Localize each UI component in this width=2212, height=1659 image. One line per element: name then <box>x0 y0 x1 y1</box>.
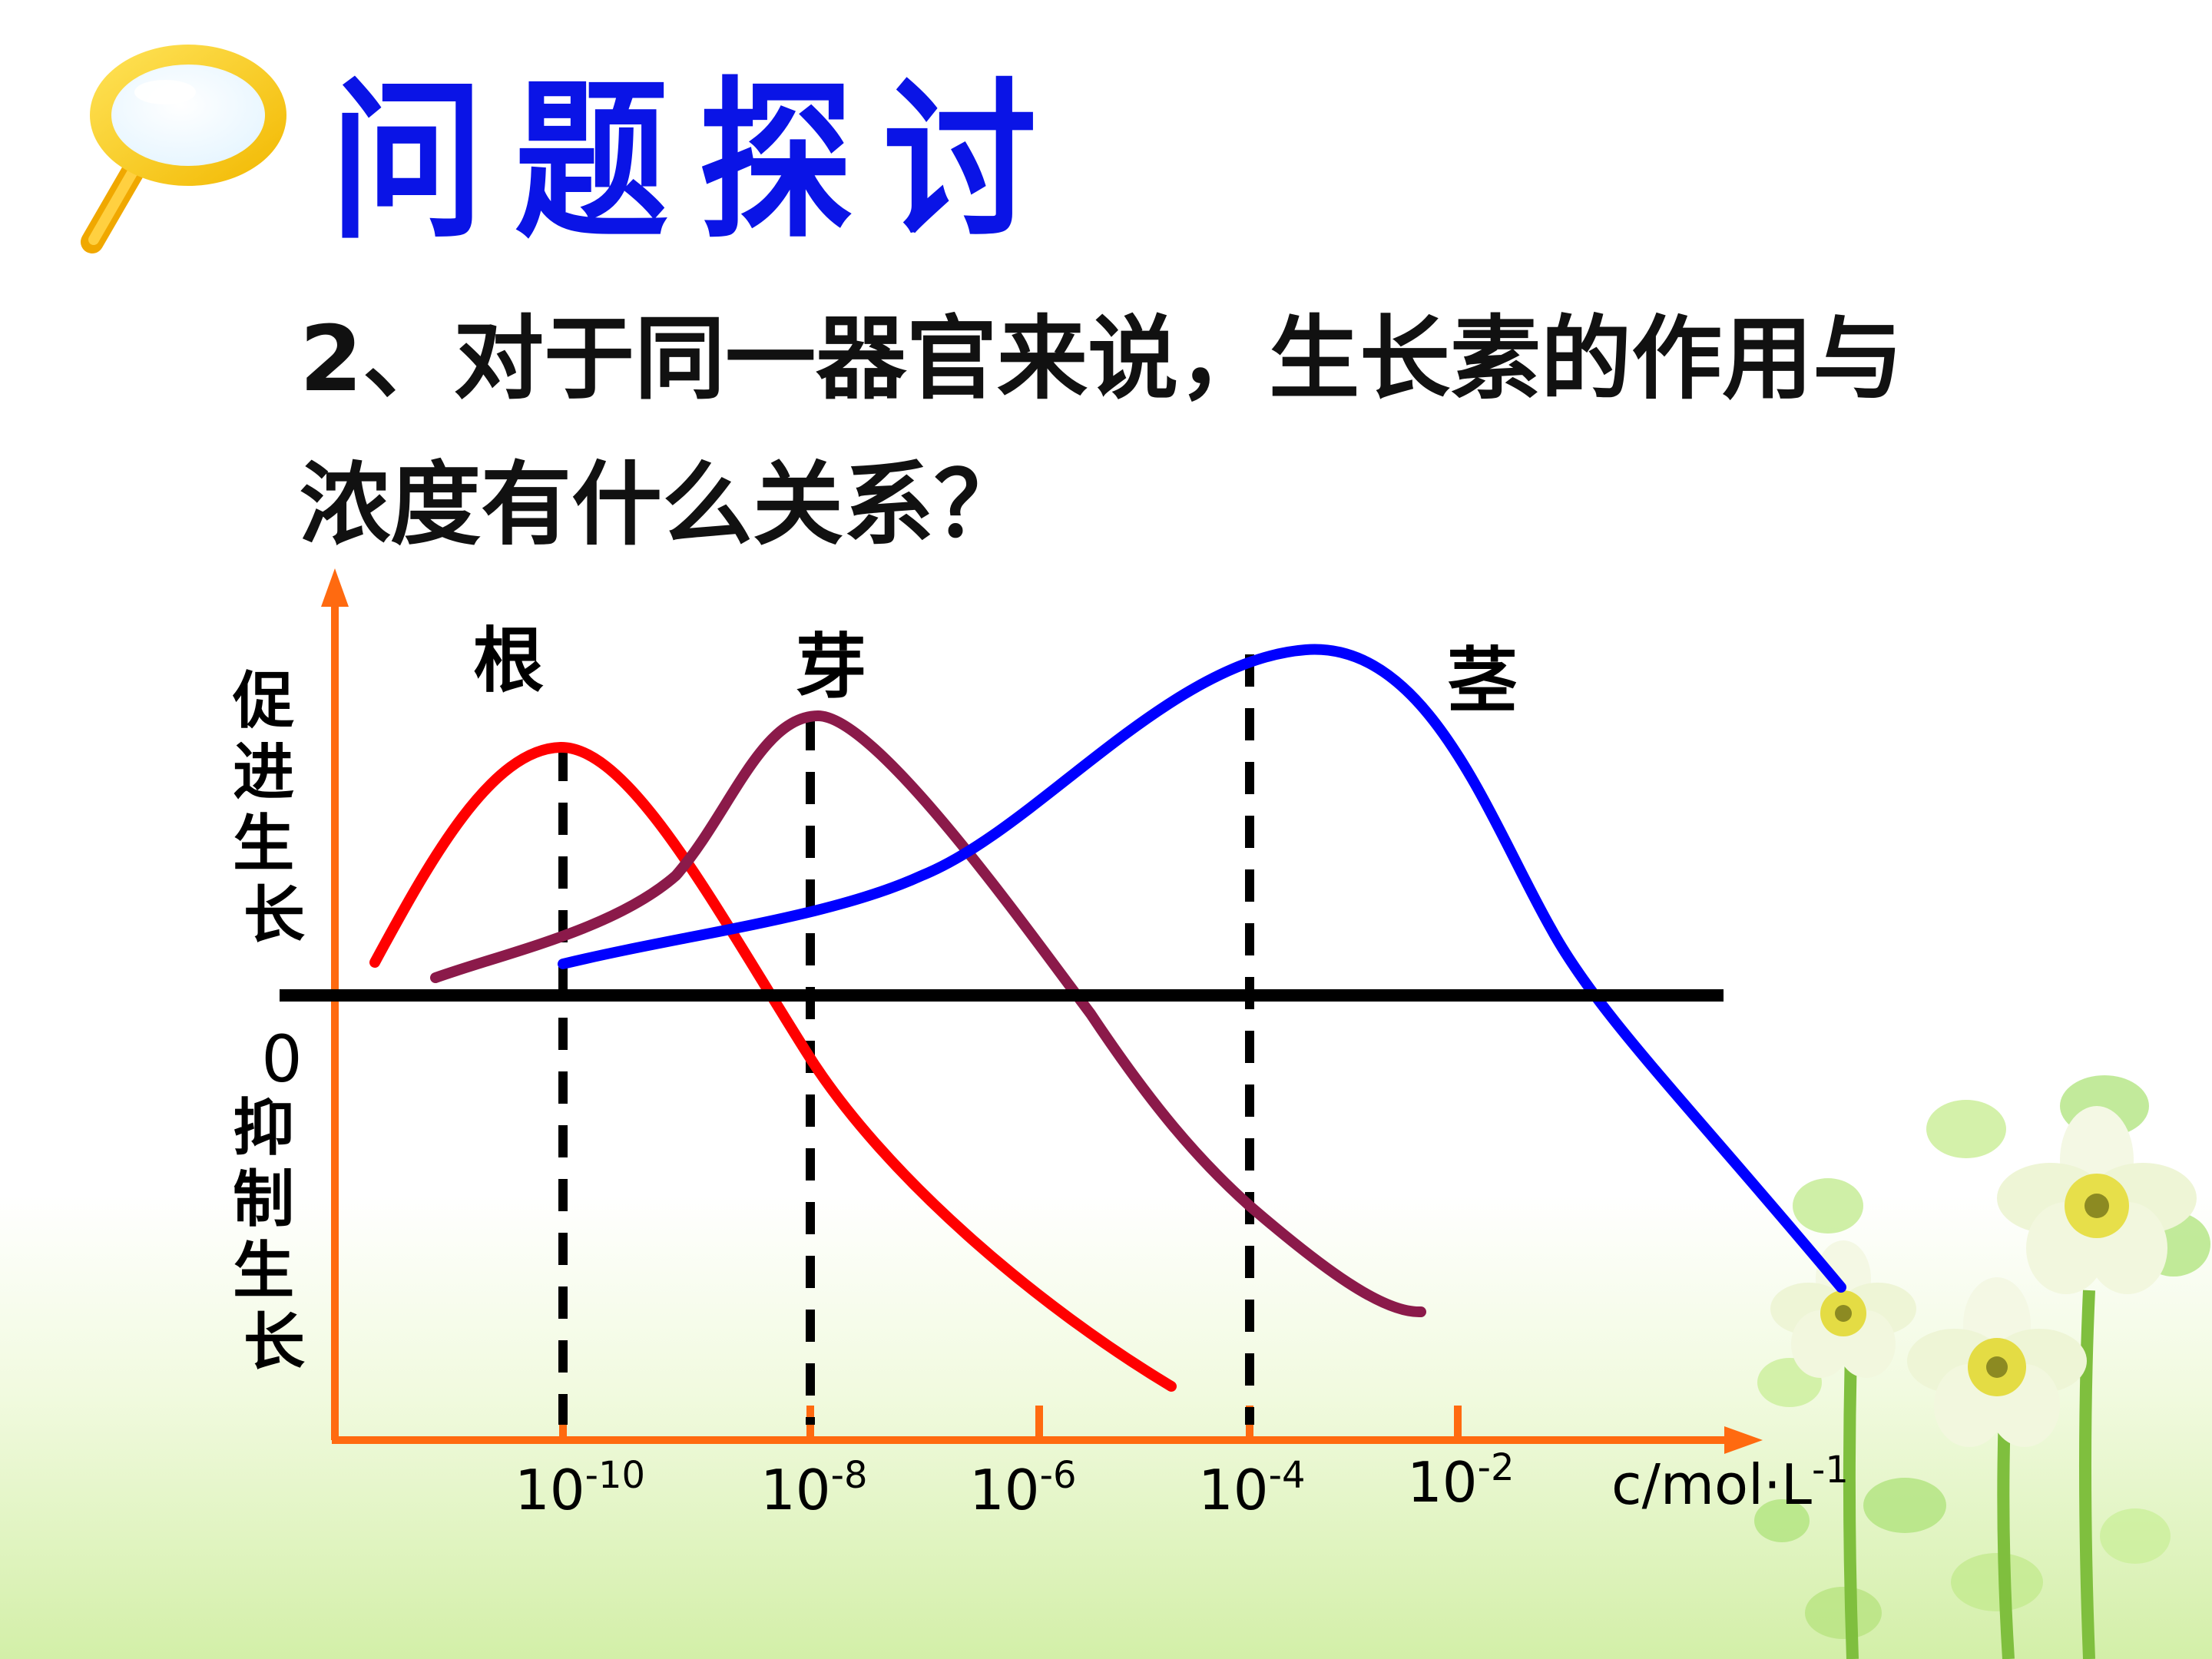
curve-bud <box>430 710 1426 1318</box>
x-tick-label: 10-2 <box>1407 1446 1514 1515</box>
y-label-promote: 促 进 生 长 <box>232 665 316 951</box>
y-label-inhibit-char-2: 制 <box>233 1164 294 1235</box>
y-label-promote-char-4: 长 <box>243 879 305 951</box>
label-bud: 芽 <box>796 626 866 708</box>
y-label-inhibit-char-3: 生 <box>233 1235 294 1306</box>
magnifier-icon <box>81 45 286 253</box>
leaf-decoration <box>1754 1075 2210 1639</box>
question-line-2: 浓度有什么关系？ <box>300 452 1025 558</box>
y-label-inhibit-char-4: 长 <box>243 1306 305 1378</box>
x-axis <box>332 1406 1763 1454</box>
y-zero-label: 0 <box>261 1022 302 1097</box>
question-line-1: 2、对于同一器官来说，生长素的作用与 <box>300 306 1904 412</box>
y-label-promote-char-3: 生 <box>233 808 294 879</box>
y-axis-arrow-icon <box>321 568 349 607</box>
x-tick-label: 10-10 <box>515 1454 645 1522</box>
flower-decoration <box>1770 1106 2197 1447</box>
x-tick-label: 10-4 <box>1198 1454 1305 1522</box>
x-tick-label: 10-8 <box>760 1454 867 1522</box>
y-label-promote-char-2: 进 <box>233 737 294 808</box>
label-stem: 茎 <box>1447 640 1518 722</box>
curve-root <box>369 741 1177 1392</box>
y-axis <box>321 568 349 1440</box>
flower-stems <box>1843 1290 2095 1659</box>
x-axis-arrow-icon <box>1724 1426 1763 1454</box>
y-label-inhibit-char-1: 抑 <box>233 1092 294 1164</box>
x-tick-label: 10-6 <box>969 1454 1076 1522</box>
x-unit-label: c/mol·L-1 <box>1611 1449 1849 1517</box>
y-label-inhibit: 抑 制 生 长 <box>233 1092 316 1378</box>
y-label-promote-char-1: 促 <box>232 665 294 737</box>
curve-stem <box>558 644 1846 1293</box>
label-root: 根 <box>473 620 544 702</box>
slide-title: 问题探讨 <box>330 61 1068 263</box>
optimum-guides <box>558 654 1254 1425</box>
